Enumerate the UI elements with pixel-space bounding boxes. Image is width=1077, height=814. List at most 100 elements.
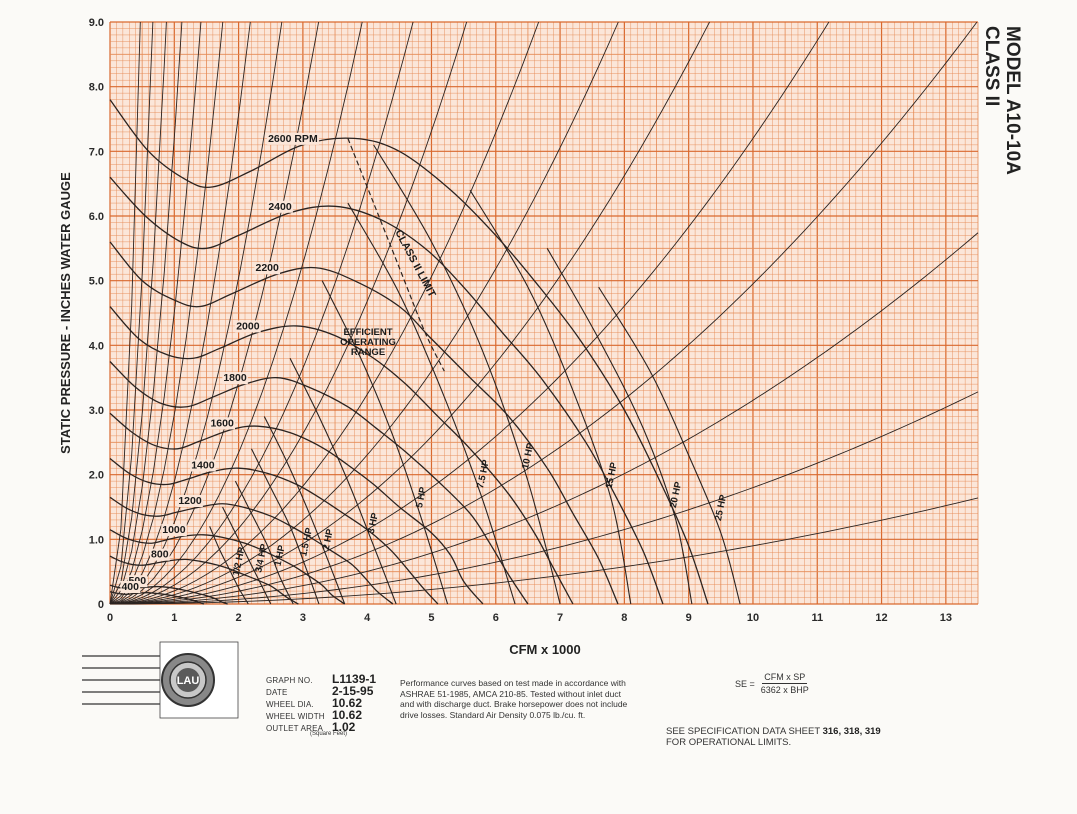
x-tick-label: 6 [493, 612, 499, 624]
x-tick-label: 4 [364, 612, 371, 624]
spec-prefix: SEE SPECIFICATION DATA SHEET [666, 726, 820, 737]
date-value: 2-15-95 [332, 684, 374, 698]
rpm-label-bg [254, 262, 281, 275]
system-curve [109, 232, 979, 605]
y-tick-label: 8.0 [89, 82, 104, 94]
y-tick-label: 1.0 [89, 534, 104, 546]
hp-curve [469, 189, 632, 605]
hp-curve [263, 416, 346, 605]
wheel-dia-label: WHEEL DIA. [266, 700, 314, 709]
lau-logo: LAU [82, 641, 239, 719]
rpm-curve-400 [109, 591, 205, 605]
hp-curve [373, 144, 561, 605]
wheel-dia-value: 10.62 [332, 696, 363, 710]
logo-text: LAU [177, 675, 200, 687]
y-axis-title: STATIC PRESSURE - INCHES WATER GAUGE [58, 172, 73, 454]
rpm-label-bg [120, 581, 141, 594]
rpm-curve-1200 [109, 496, 394, 605]
rpm-curve-2200 [109, 241, 619, 605]
system-curve [109, 21, 154, 605]
formula-lhs: SE = [735, 678, 755, 689]
efficient-label: EFFICIENT [343, 327, 392, 338]
test-notes: Performance curves based on test made in… [400, 678, 628, 720]
system-curve [109, 497, 979, 605]
x-tick-label: 3 [300, 612, 306, 624]
rpm-label-1600: 1600 [210, 417, 234, 429]
formula-fraction: CFM x SP 6362 x BHP [761, 672, 809, 695]
hp-label: 3 HP [366, 511, 381, 535]
hp-label: 1 HP [273, 544, 288, 568]
x-tick-label: 7 [557, 612, 563, 624]
rpm-label-bg [267, 132, 319, 145]
formula-denominator: 6362 x BHP [760, 685, 809, 695]
rpm-label-bg [177, 495, 203, 507]
operating-label: OPERATING [340, 337, 396, 348]
hp-label: 5 HP [414, 485, 429, 509]
rpm-curve-800 [109, 555, 299, 605]
system-curve [109, 21, 978, 605]
model-line2: CLASS II [981, 26, 1002, 106]
rpm-label-1200: 1200 [178, 495, 202, 507]
system-curve [109, 21, 540, 605]
rpm-label-1400: 1400 [191, 459, 215, 471]
hp-curve [546, 248, 693, 605]
rpm-curve-2600 [109, 99, 709, 605]
formula-numerator: CFM x SP [762, 672, 808, 684]
x-tick-label: 13 [940, 612, 952, 624]
hp-curve [598, 286, 741, 605]
system-curve [109, 21, 619, 605]
hp-curve [347, 202, 516, 605]
curve-labels: 2600 RPM 2400 2200 2000 1800 1600 1400 1200 1000… [120, 132, 729, 594]
rpm-curve-1000 [109, 529, 346, 605]
rpm-label-bg [222, 372, 248, 385]
system-curve [109, 21, 710, 605]
rpm-label-1800: 1800 [223, 372, 247, 384]
rpm-label-bg [235, 320, 261, 333]
y-tick-label: 6.0 [89, 211, 104, 223]
y-tick-label: 0 [98, 599, 104, 611]
rpm-curve-1600 [109, 412, 484, 605]
rpm-curve-1400 [109, 457, 439, 605]
outlet-area-unit: (Square Feet) [310, 731, 348, 737]
x-tick-label: 8 [621, 612, 627, 624]
x-tick-label: 10 [747, 612, 759, 624]
date-label: DATE [266, 688, 288, 697]
hp-curve [209, 526, 249, 605]
spec-suffix: FOR OPERATIONAL LIMITS. [666, 737, 792, 748]
hp-curve [234, 480, 294, 605]
y-tick-label: 9.0 [89, 17, 104, 29]
hp-curve [321, 280, 449, 605]
x-tick-label: 1 [171, 612, 177, 624]
system-curve [109, 21, 414, 605]
x-tick-label: 12 [875, 612, 887, 624]
grid [109, 21, 979, 605]
rpm-label-800: 800 [151, 549, 169, 561]
range-label: RANGE [351, 347, 385, 358]
hp-curve [222, 506, 272, 605]
hp-label: 2 HP [321, 527, 336, 551]
x-tick-label: 9 [686, 612, 692, 624]
rpm-label-2600: 2600 RPM [268, 133, 318, 145]
tick-labels: 0 1 2 3 4 5 6 7 8 9 10 11 12 1301.02.03.04.05.06.07.0… [89, 17, 952, 624]
rpm-label-2200: 2200 [255, 262, 279, 274]
y-tick-label: 5.0 [89, 276, 104, 288]
rpm-label-bg [150, 548, 170, 561]
x-tick-label: 2 [236, 612, 242, 624]
rpm-curve-1800 [109, 361, 529, 605]
rpm-label-1000: 1000 [162, 524, 186, 536]
rpm-label-2000: 2000 [236, 320, 260, 332]
rpm-label-bg [267, 200, 293, 213]
x-tick-label: 0 [107, 612, 113, 624]
outlet-area-value: 1.02 [332, 720, 356, 734]
rpm-label-bg [209, 417, 236, 430]
model-title: MODEL A10-10A CLASS II [962, 24, 1042, 224]
x-tick-label: 11 [811, 612, 823, 624]
y-tick-label: 7.0 [89, 146, 104, 158]
model-title-svg: MODEL A10-10A CLASS II [981, 26, 1023, 175]
hp-curve [250, 448, 320, 605]
hp-curve [289, 358, 397, 605]
graph-no-value: L1139-1 [332, 672, 377, 686]
wheel-width-label: WHEEL WIDTH [266, 712, 325, 721]
spec-note: SEE SPECIFICATION DATA SHEET 316, 318, 3… [666, 726, 881, 748]
